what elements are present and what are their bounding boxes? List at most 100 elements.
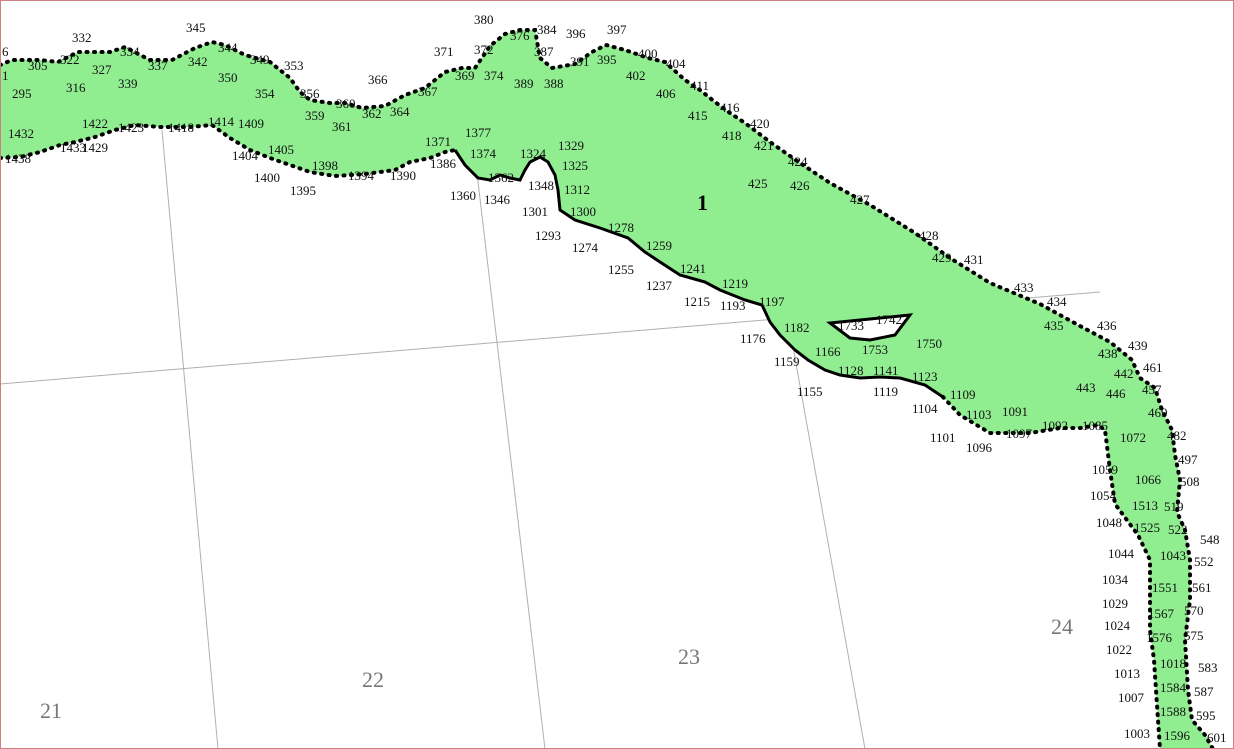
vertex-label: 431 xyxy=(964,252,984,267)
vertex-label: 1097 xyxy=(1006,426,1033,441)
vertex-label: 1301 xyxy=(522,204,548,219)
vertex-label: 421 xyxy=(754,138,774,153)
vertex-label: 389 xyxy=(514,76,534,91)
vertex-label: 1293 xyxy=(535,228,561,243)
vertex-label: 337 xyxy=(148,58,168,73)
vertex-label: 366 xyxy=(368,72,388,87)
vertex-label: 376 xyxy=(510,28,530,43)
vertex-label: 397 xyxy=(607,22,627,37)
vertex-label: 1750 xyxy=(916,336,942,351)
vertex-label: 359 xyxy=(305,108,325,123)
vertex-label: 1072 xyxy=(1120,430,1146,445)
vertex-label: 595 xyxy=(1196,708,1216,723)
vertex-label: 367 xyxy=(418,84,438,99)
vertex-label: 1048 xyxy=(1096,515,1122,530)
vertex-label: 508 xyxy=(1180,474,1200,489)
vertex-label: 387 xyxy=(534,44,554,59)
vertex-labels: 6 1 295 305 322 327 332 316 334 339 337 … xyxy=(2,12,1227,745)
vertex-label: 1103 xyxy=(966,407,992,422)
vertex-label: 1109 xyxy=(950,387,976,402)
zone-polygon xyxy=(0,30,1213,749)
vertex-label: 1325 xyxy=(562,158,588,173)
vertex-label: 1092 xyxy=(1042,418,1068,433)
vertex-label: 402 xyxy=(626,68,646,83)
vertex-label: 1022 xyxy=(1106,642,1132,657)
vertex-label: 295 xyxy=(12,86,32,101)
vertex-label: 436 xyxy=(1097,318,1117,333)
vertex-label: 1377 xyxy=(465,125,492,140)
vertex-label: 1584 xyxy=(1160,680,1187,695)
vertex-label: 1398 xyxy=(312,158,338,173)
vertex-label: 1400 xyxy=(254,170,280,185)
vertex-label: 1433 xyxy=(60,140,86,155)
vertex-label: 1395 xyxy=(290,183,316,198)
zone-label-22: 22 xyxy=(362,667,384,692)
polygon-label: 1 xyxy=(697,190,708,215)
vertex-label: 443 xyxy=(1076,380,1096,395)
vertex-label: 1241 xyxy=(680,261,706,276)
vertex-label: 1255 xyxy=(608,262,634,277)
vertex-label: 442 xyxy=(1114,366,1134,381)
vertex-label: 6 xyxy=(2,44,9,59)
vertex-label: 334 xyxy=(120,44,140,59)
vertex-label: 1422 xyxy=(82,116,108,131)
vertex-label: 1274 xyxy=(572,240,599,255)
vertex-label: 345 xyxy=(186,20,206,35)
vertex-label: 327 xyxy=(92,62,112,77)
vertex-label: 1119 xyxy=(873,384,898,399)
vertex-label: 1438 xyxy=(5,151,31,166)
vertex-label: 552 xyxy=(1194,554,1214,569)
vertex-label: 1386 xyxy=(430,156,457,171)
vertex-label: 1753 xyxy=(862,342,888,357)
vertex-label: 418 xyxy=(722,128,742,143)
vertex-label: 434 xyxy=(1047,294,1067,309)
vertex-label: 349 xyxy=(250,52,270,67)
vertex-label: 372 xyxy=(474,42,494,57)
vertex-label: 339 xyxy=(118,76,138,91)
vertex-label: 1371 xyxy=(425,134,451,149)
vertex-label: 446 xyxy=(1106,386,1126,401)
vertex-label: 457 xyxy=(1142,382,1162,397)
vertex-label: 1123 xyxy=(912,369,938,384)
vertex-label: 364 xyxy=(390,104,410,119)
vertex-label: 391 xyxy=(570,54,590,69)
vertex-label: 350 xyxy=(218,70,238,85)
vertex-label: 380 xyxy=(474,12,494,27)
vertex-label: 583 xyxy=(1198,660,1218,675)
boundary-dotted xyxy=(0,28,1215,749)
vertex-label: 1432 xyxy=(8,126,34,141)
vertex-label: 461 xyxy=(1143,360,1163,375)
vertex-label: 1034 xyxy=(1102,572,1129,587)
vertex-label: 400 xyxy=(638,46,658,61)
vertex-label: 1066 xyxy=(1135,472,1162,487)
vertex-label: 1513 xyxy=(1132,498,1158,513)
vertex-label: 361 xyxy=(332,119,352,134)
vertex-label: 1300 xyxy=(570,204,596,219)
vertex-label: 1360 xyxy=(450,188,476,203)
vertex-label: 305 xyxy=(28,58,48,73)
vertex-label: 384 xyxy=(537,22,557,37)
vertex-label: 415 xyxy=(688,108,708,123)
inner-cutout xyxy=(826,313,914,342)
vertex-label: 587 xyxy=(1194,684,1214,699)
vertex-label: 404 xyxy=(666,56,686,71)
vertex-label: 1404 xyxy=(232,148,259,163)
vertex-label: 425 xyxy=(748,176,768,191)
vertex-label: 426 xyxy=(790,178,810,193)
vertex-label: 1219 xyxy=(722,276,748,291)
vertex-label: 1054 xyxy=(1090,488,1117,503)
vertex-label: 388 xyxy=(544,76,564,91)
vertex-label: 429 xyxy=(932,250,952,265)
vertex-label: 1003 xyxy=(1124,726,1150,741)
vertex-label: 1 xyxy=(2,68,9,83)
vertex-label: 371 xyxy=(434,44,454,59)
vertex-label: 424 xyxy=(788,154,808,169)
zone-label-23: 23 xyxy=(678,644,700,669)
vertex-label: 1418 xyxy=(168,120,194,135)
vertex-label: 1394 xyxy=(348,168,375,183)
vertex-label: 1101 xyxy=(930,430,956,445)
vertex-label: 1155 xyxy=(797,384,823,399)
vertex-label: 396 xyxy=(566,26,586,41)
vertex-label: 362 xyxy=(362,106,382,121)
